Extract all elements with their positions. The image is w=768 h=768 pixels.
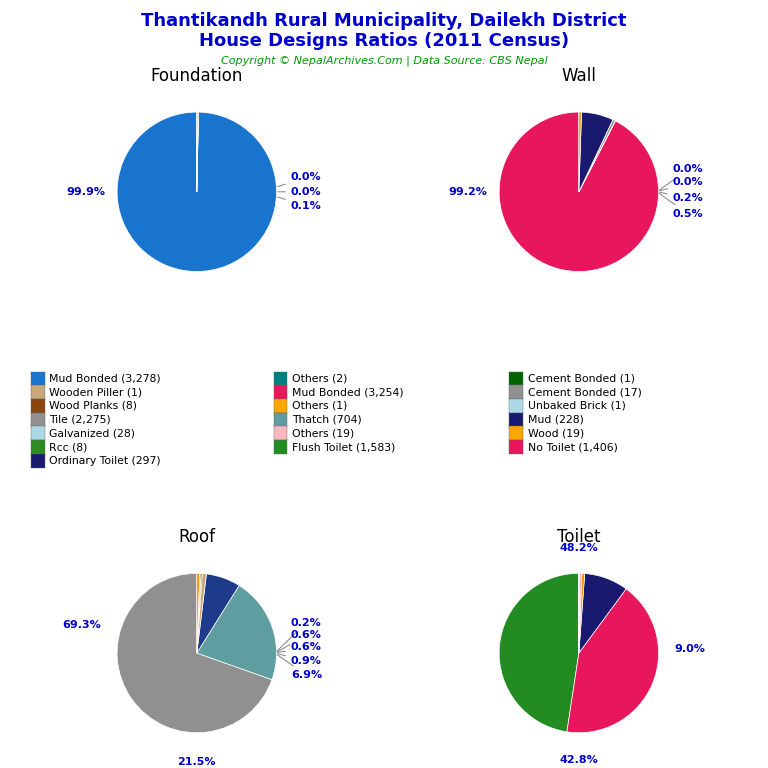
Text: 0.6%: 0.6% <box>277 631 322 652</box>
Text: 9.0%: 9.0% <box>674 644 705 654</box>
Text: 0.0%: 0.0% <box>659 164 703 190</box>
Title: Foundation: Foundation <box>151 67 243 85</box>
Wedge shape <box>499 112 658 271</box>
Text: Flush Toilet (1,583): Flush Toilet (1,583) <box>292 442 396 452</box>
Text: 0.6%: 0.6% <box>278 643 322 653</box>
Text: 48.2%: 48.2% <box>559 544 598 554</box>
Text: Others (19): Others (19) <box>292 429 354 439</box>
Wedge shape <box>197 574 207 653</box>
Text: 0.5%: 0.5% <box>659 194 703 219</box>
Title: Wall: Wall <box>561 67 596 85</box>
Text: Wooden Piller (1): Wooden Piller (1) <box>49 387 142 397</box>
Text: 0.0%: 0.0% <box>660 177 703 191</box>
Text: Others (1): Others (1) <box>292 401 347 411</box>
Wedge shape <box>579 574 584 653</box>
Title: Roof: Roof <box>178 528 215 546</box>
Text: 6.9%: 6.9% <box>277 654 322 680</box>
Text: 21.5%: 21.5% <box>177 756 216 766</box>
Text: Wood Planks (8): Wood Planks (8) <box>49 401 137 411</box>
Text: 42.8%: 42.8% <box>559 755 598 765</box>
Text: Mud (228): Mud (228) <box>528 415 584 425</box>
Wedge shape <box>197 574 202 653</box>
Wedge shape <box>118 112 276 271</box>
Text: Copyright © NepalArchives.Com | Data Source: CBS Nepal: Copyright © NepalArchives.Com | Data Sou… <box>220 55 548 66</box>
Wedge shape <box>567 589 658 733</box>
Title: Toilet: Toilet <box>557 528 601 546</box>
Wedge shape <box>579 574 626 653</box>
Text: 0.2%: 0.2% <box>660 192 703 204</box>
Wedge shape <box>197 574 200 653</box>
Text: Mud Bonded (3,254): Mud Bonded (3,254) <box>292 387 404 397</box>
Wedge shape <box>579 574 582 653</box>
Wedge shape <box>499 574 579 732</box>
Wedge shape <box>579 121 615 192</box>
Wedge shape <box>579 112 613 192</box>
Text: Tile (2,275): Tile (2,275) <box>49 415 111 425</box>
Text: Galvanized (28): Galvanized (28) <box>49 429 135 439</box>
Text: 0.9%: 0.9% <box>277 654 322 666</box>
Text: 0.1%: 0.1% <box>277 197 322 211</box>
Wedge shape <box>579 112 581 192</box>
Text: 69.3%: 69.3% <box>62 620 101 630</box>
Text: Rcc (8): Rcc (8) <box>49 442 88 452</box>
Text: 0.0%: 0.0% <box>278 187 322 197</box>
Text: House Designs Ratios (2011 Census): House Designs Ratios (2011 Census) <box>199 32 569 50</box>
Text: Ordinary Toilet (297): Ordinary Toilet (297) <box>49 455 161 465</box>
Text: No Toilet (1,406): No Toilet (1,406) <box>528 442 617 452</box>
Text: Thatch (704): Thatch (704) <box>292 415 362 425</box>
Text: 99.9%: 99.9% <box>66 187 105 197</box>
Text: Thantikandh Rural Municipality, Dailekh District: Thantikandh Rural Municipality, Dailekh … <box>141 12 627 29</box>
Text: Unbaked Brick (1): Unbaked Brick (1) <box>528 401 626 411</box>
Wedge shape <box>197 574 201 653</box>
Text: 99.2%: 99.2% <box>449 187 487 197</box>
Wedge shape <box>579 121 615 192</box>
Wedge shape <box>197 112 198 192</box>
Text: 0.2%: 0.2% <box>277 617 322 651</box>
Text: 0.0%: 0.0% <box>277 173 322 187</box>
Text: Wood (19): Wood (19) <box>528 429 584 439</box>
Text: Cement Bonded (17): Cement Bonded (17) <box>528 387 641 397</box>
Wedge shape <box>579 120 615 192</box>
Wedge shape <box>197 574 239 653</box>
Wedge shape <box>118 574 272 733</box>
Text: Others (2): Others (2) <box>292 373 347 383</box>
Wedge shape <box>197 112 198 192</box>
Text: Mud Bonded (3,278): Mud Bonded (3,278) <box>49 373 161 383</box>
Wedge shape <box>197 585 276 680</box>
Text: Cement Bonded (1): Cement Bonded (1) <box>528 373 634 383</box>
Wedge shape <box>579 120 613 192</box>
